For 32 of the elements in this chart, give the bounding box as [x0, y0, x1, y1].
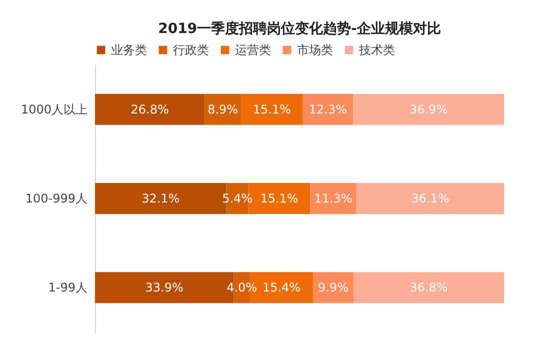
legend-label: 行政类 — [173, 43, 209, 57]
bar — [353, 94, 504, 125]
y-tick-label: 100-999人 — [25, 192, 88, 206]
bar — [302, 94, 354, 125]
data-label: 36.8% — [410, 280, 448, 295]
data-label: 8.9% — [208, 102, 238, 116]
data-label: 36.1% — [411, 192, 450, 206]
data-label: 5.4% — [222, 192, 253, 206]
legend-label: 运营类 — [235, 43, 271, 57]
data-label: 26.8% — [130, 102, 169, 116]
data-label: 15.1% — [260, 192, 298, 206]
chart-title: 2019一季度招聘岗位变化趋势-企业规模对比 — [158, 20, 441, 37]
legend-label: 市场类 — [297, 43, 333, 57]
legend-label: 技术类 — [358, 43, 395, 57]
data-label: 33.9% — [145, 280, 184, 295]
data-label: 15.4% — [262, 280, 301, 295]
data-label: 36.9% — [409, 102, 448, 116]
data-label: 12.3% — [308, 102, 347, 116]
bar — [356, 183, 504, 214]
data-label: 11.3% — [314, 192, 352, 206]
bar — [310, 183, 356, 214]
bar — [353, 272, 504, 304]
data-label: 32.1% — [142, 192, 180, 206]
data-label: 9.9% — [318, 280, 348, 295]
y-tick-label: 1000人以上 — [20, 102, 88, 116]
bar — [241, 94, 303, 125]
bar — [95, 94, 205, 125]
bar — [312, 272, 354, 304]
y-tick-label: 1-99人 — [48, 280, 88, 295]
data-label: 15.1% — [252, 102, 291, 116]
data-label: 4.0% — [226, 280, 258, 295]
legend-label: 业务类 — [111, 43, 147, 57]
